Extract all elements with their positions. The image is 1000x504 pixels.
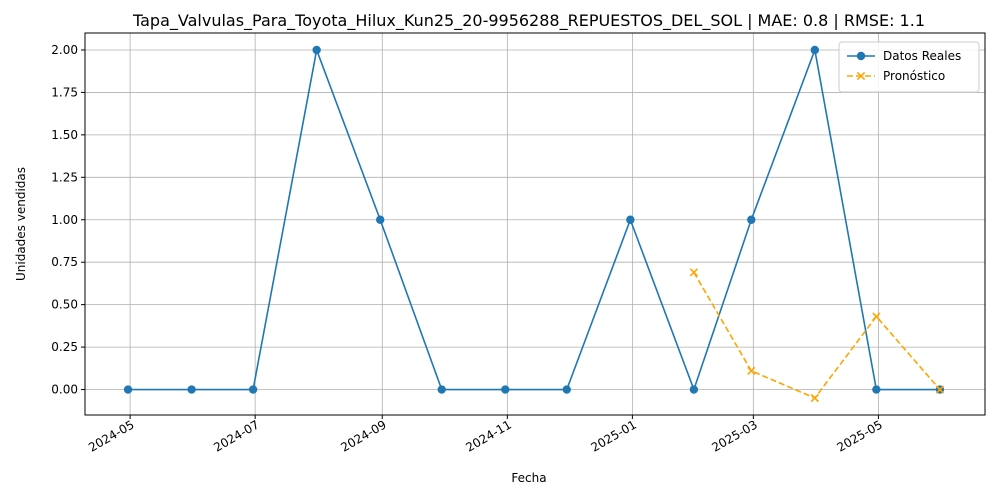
legend-swatch-marker <box>856 71 866 81</box>
y-tick-label: 1.75 <box>51 85 78 99</box>
series-1-point <box>872 312 881 321</box>
x-axis-label: Fecha <box>511 471 546 485</box>
y-tick-label: 1.00 <box>51 213 78 227</box>
series-layer <box>123 45 945 403</box>
y-axis-label: Unidades vendidas <box>14 167 28 281</box>
y-tick-label: 0.00 <box>51 383 78 397</box>
series-0-line <box>128 46 940 392</box>
series-1-point <box>747 366 756 376</box>
plot-frame <box>84 32 986 416</box>
series-0-point <box>437 385 446 394</box>
grid-lines <box>85 33 985 415</box>
series-1-point <box>935 385 945 394</box>
series-0-point <box>187 385 196 394</box>
series-0-point <box>248 385 258 394</box>
legend-swatch-marker <box>856 51 866 61</box>
marker-stroke <box>872 312 881 321</box>
y-axis: 0.00 0.25 0.50 0.75 1.00 1.25 1.50 1.75 2.00 <box>51 43 85 397</box>
x-tick-label: 2024-05 <box>86 417 136 454</box>
x-tick-label: 2025-03 <box>709 417 759 454</box>
legend-frame <box>838 41 980 93</box>
legend-label: Pronóstico <box>883 69 945 83</box>
marker-stroke <box>935 385 945 394</box>
x-tick-label: 2024-11 <box>463 417 513 454</box>
series-1-point <box>810 393 820 403</box>
series-0-point <box>123 385 133 394</box>
series-0-point <box>810 45 820 55</box>
series-0-point <box>312 45 321 55</box>
x-tick-label: 2025-01 <box>588 417 638 454</box>
series-1-point <box>689 268 699 277</box>
x-tick-label: 2024-09 <box>338 417 388 454</box>
x-axis: 2024-05 2024-07 2024-09 2024-11 2025-01 2025-… <box>86 415 885 455</box>
x-tick-label: 2024-07 <box>211 417 261 454</box>
marker-stroke <box>856 71 866 81</box>
x-tick-label: 2025-05 <box>834 417 884 454</box>
y-tick-label: 0.25 <box>51 340 78 354</box>
series-0-point <box>872 385 881 394</box>
series-0-point <box>689 385 699 394</box>
series-0-point <box>376 215 385 224</box>
y-tick-label: 0.50 <box>51 298 78 312</box>
y-tick-label: 0.75 <box>51 255 78 269</box>
y-tick-label: 1.25 <box>51 170 78 184</box>
series-0-point <box>501 385 510 394</box>
plot-area-background <box>85 33 985 415</box>
y-tick-label: 2.00 <box>51 43 78 57</box>
marker-stroke <box>810 393 820 403</box>
marker-stroke <box>689 268 699 277</box>
legend: Datos Reales Pronóstico <box>838 41 980 93</box>
legend-label: Datos Reales <box>883 49 961 63</box>
series-0-point <box>562 385 571 394</box>
chart-title: Tapa_Valvulas_Para_Toyota_Hilux_Kun25_20… <box>132 11 925 31</box>
y-tick-label: 1.50 <box>51 128 78 142</box>
series-0-point <box>747 215 756 224</box>
marker-stroke <box>747 366 756 376</box>
series-0-point <box>626 215 635 224</box>
